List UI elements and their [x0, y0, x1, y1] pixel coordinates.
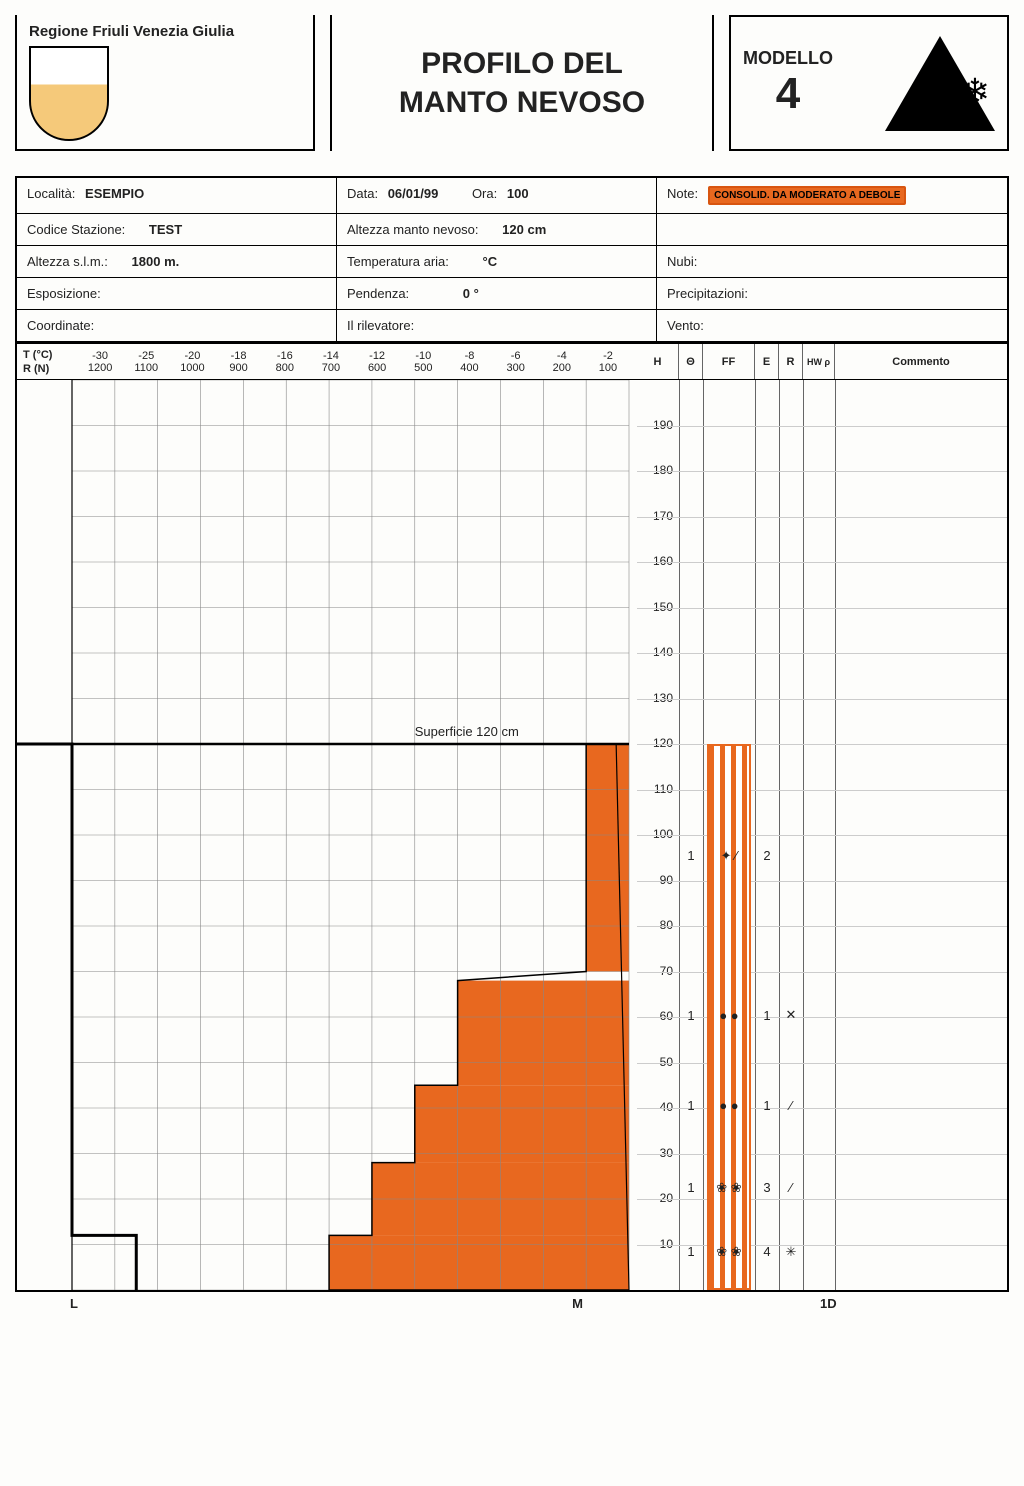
axis-tick: -10500	[400, 350, 446, 374]
axis-tick: -12600	[354, 350, 400, 374]
h-label: 50	[637, 1055, 679, 1069]
bottom-scale-label: L	[70, 1296, 78, 1311]
esposizione-cell: Esposizione:	[17, 278, 337, 309]
region-title: Regione Friuli Venezia Giulia	[29, 23, 234, 40]
axis-tick: -4200	[539, 350, 585, 374]
altezza-manto-cell: Altezza manto nevoso: 120 cm	[337, 214, 657, 245]
h-label: 130	[637, 691, 679, 705]
data-table-header: H Θ FF E R HW ρ Commento	[637, 344, 1007, 380]
data-table-body: 190 180 170 160 150 140 130 120 110 100 90 80 70 60 50…	[637, 380, 1007, 1290]
modello-num: 4	[743, 69, 833, 119]
layer-row: 1 ❀ ❀ 3 ⁄	[679, 1180, 1007, 1196]
layer-row: 1 ✦ ⁄ 2	[679, 848, 1007, 864]
h-label: 150	[637, 600, 679, 614]
main-title: PROFILO DEL MANTO NEVOSO	[399, 44, 645, 122]
h-label: 100	[637, 827, 679, 841]
localita-cell: Località: ESEMPIO	[17, 178, 337, 213]
chart-area: T (°C) R (N) -301200-251100-201000-18900…	[17, 344, 637, 1290]
codice-cell: Codice Stazione: TEST	[17, 214, 337, 245]
data-table: H Θ FF E R HW ρ Commento 190 180 170 160 150…	[637, 344, 1007, 1290]
header-row: Regione Friuli Venezia Giulia PROFILO DE…	[15, 15, 1009, 151]
snow-profile-chart	[17, 380, 637, 1290]
modello-label: MODELLO	[743, 48, 833, 69]
h-label: 160	[637, 554, 679, 568]
axis-tick: -201000	[169, 350, 215, 374]
snowflake-icon: ❄	[960, 71, 990, 113]
h-label: 90	[637, 873, 679, 887]
h-label: 110	[637, 782, 679, 796]
axis-header: T (°C) R (N) -301200-251100-201000-18900…	[17, 344, 637, 380]
h-label: 120	[637, 736, 679, 750]
data-cell: Data: 06/01/99 Ora: 100	[337, 178, 657, 213]
axis-tick: -16800	[262, 350, 308, 374]
h-label: 40	[637, 1100, 679, 1114]
info-form: Località: ESEMPIO Data: 06/01/99 Ora: 10…	[15, 176, 1009, 342]
bottom-scale-label: 1D	[820, 1296, 837, 1311]
layer-row: 1 ● ● 1 ⁄	[679, 1098, 1007, 1113]
h-label: 70	[637, 964, 679, 978]
h-label: 170	[637, 509, 679, 523]
axis-tick: -14700	[308, 350, 354, 374]
bottom-scale: LM1D4DP	[15, 1292, 655, 1311]
temp-cell: Temperatura aria: °C	[337, 246, 657, 277]
h-label: 30	[637, 1146, 679, 1160]
note-cell: Note: CONSOLID. DA MODERATO A DEBOLE	[657, 178, 1007, 213]
axis-tick: -251100	[123, 350, 169, 374]
aineva-logo-icon: ❄	[885, 36, 995, 131]
axis-tick: -301200	[77, 350, 123, 374]
vento-cell: Vento:	[657, 310, 1007, 341]
surface-label: Superficie 120 cm	[415, 724, 519, 739]
grid-area: Superficie 120 cm	[17, 380, 637, 1290]
h-label: 140	[637, 645, 679, 659]
axis-tick: -8400	[446, 350, 492, 374]
altezza-slm-cell: Altezza s.l.m.: 1800 m.	[17, 246, 337, 277]
axis-tick: -6300	[493, 350, 539, 374]
region-box: Regione Friuli Venezia Giulia	[15, 15, 315, 151]
layer-row: 1 ● ● 1 ✕	[679, 1007, 1007, 1023]
h-label: 180	[637, 463, 679, 477]
precip-cell: Precipitazioni:	[657, 278, 1007, 309]
h-label: 190	[637, 418, 679, 432]
bottom-scale-label: M	[572, 1296, 583, 1311]
nubi-cell: Nubi:	[657, 246, 1007, 277]
title-box: PROFILO DEL MANTO NEVOSO	[330, 15, 714, 151]
axis-tick: -2100	[585, 350, 631, 374]
axis-tick: -18900	[216, 350, 262, 374]
h-label: 60	[637, 1009, 679, 1023]
region-shield-icon	[29, 46, 109, 141]
h-label: 10	[637, 1237, 679, 1251]
h-label: 80	[637, 918, 679, 932]
main-chart-block: T (°C) R (N) -301200-251100-201000-18900…	[15, 342, 1009, 1292]
note-highlight: CONSOLID. DA MODERATO A DEBOLE	[708, 186, 906, 205]
pendenza-cell: Pendenza: 0 °	[337, 278, 657, 309]
layer-row: 1 ❀ ❀ 4 ✳	[679, 1244, 1007, 1260]
rilev-cell: Il rilevatore:	[337, 310, 657, 341]
coord-cell: Coordinate:	[17, 310, 337, 341]
modello-box: MODELLO 4 ❄	[729, 15, 1009, 151]
h-label: 20	[637, 1191, 679, 1205]
